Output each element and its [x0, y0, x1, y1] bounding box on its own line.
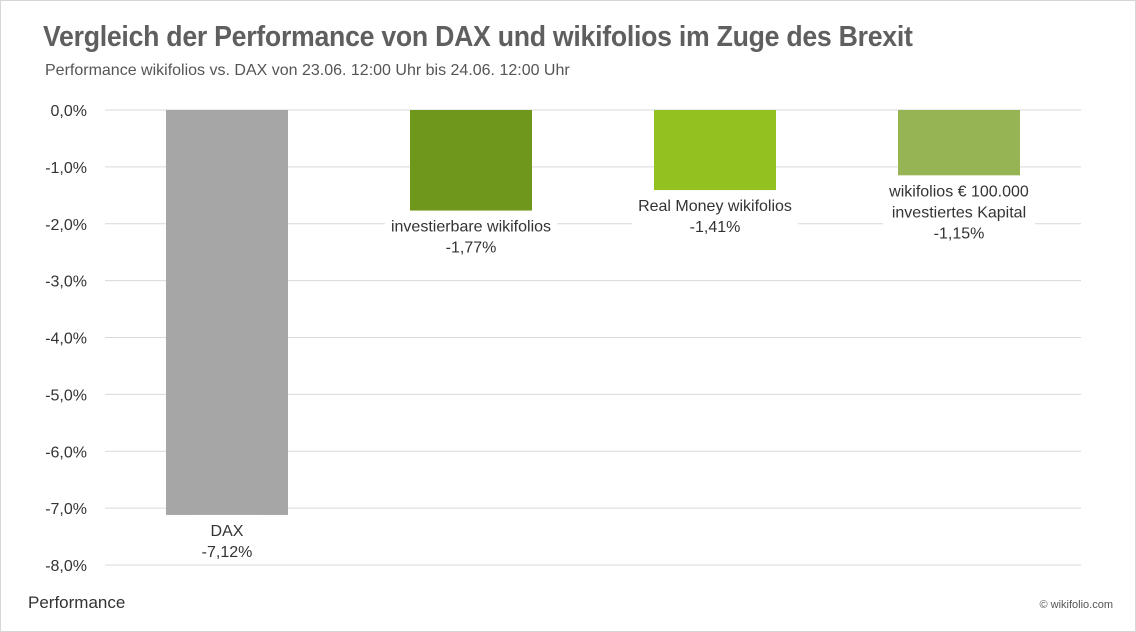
- bar-label-background: [632, 190, 798, 239]
- copyright-note: © wikifolio.com: [1039, 599, 1113, 611]
- y-tick-label: -1,0%: [45, 160, 87, 177]
- bar: [654, 110, 776, 191]
- bar-value-label: -1,41%: [690, 219, 741, 236]
- chart-subtitle: Performance wikifolios vs. DAX von 23.06…: [45, 62, 570, 79]
- bar-category-label: Real Money wikifolios: [638, 198, 792, 215]
- bar-value-label: -1,15%: [934, 225, 985, 242]
- bar-category-label: investiertes Kapital: [892, 204, 1026, 221]
- bar-category-label: DAX: [211, 523, 244, 540]
- bar-value-label: -7,12%: [202, 544, 253, 561]
- y-tick-label: -3,0%: [45, 274, 87, 291]
- chart-title: Vergleich der Performance von DAX und wi…: [43, 21, 913, 53]
- bar-label-background: [384, 210, 558, 259]
- bar: [898, 110, 1020, 176]
- y-tick-label: 0,0%: [51, 103, 87, 120]
- bar-category-label: wikifolios € 100.000: [888, 183, 1029, 200]
- y-tick-label: -7,0%: [45, 501, 87, 518]
- y-tick-label: -6,0%: [45, 444, 87, 461]
- bar-category-label: investierbare wikifolios: [391, 219, 551, 236]
- y-tick-label: -2,0%: [45, 217, 87, 234]
- y-tick-label: -8,0%: [45, 558, 87, 575]
- bar: [166, 110, 288, 515]
- y-tick-label: -4,0%: [45, 331, 87, 348]
- bar: [410, 110, 532, 211]
- y-tick-label: -5,0%: [45, 387, 87, 404]
- bar-value-label: -1,77%: [446, 240, 497, 257]
- bar-label-background: [883, 175, 1035, 245]
- bar-label-background: [195, 514, 259, 563]
- y-axis-footer-label: Performance: [28, 593, 126, 612]
